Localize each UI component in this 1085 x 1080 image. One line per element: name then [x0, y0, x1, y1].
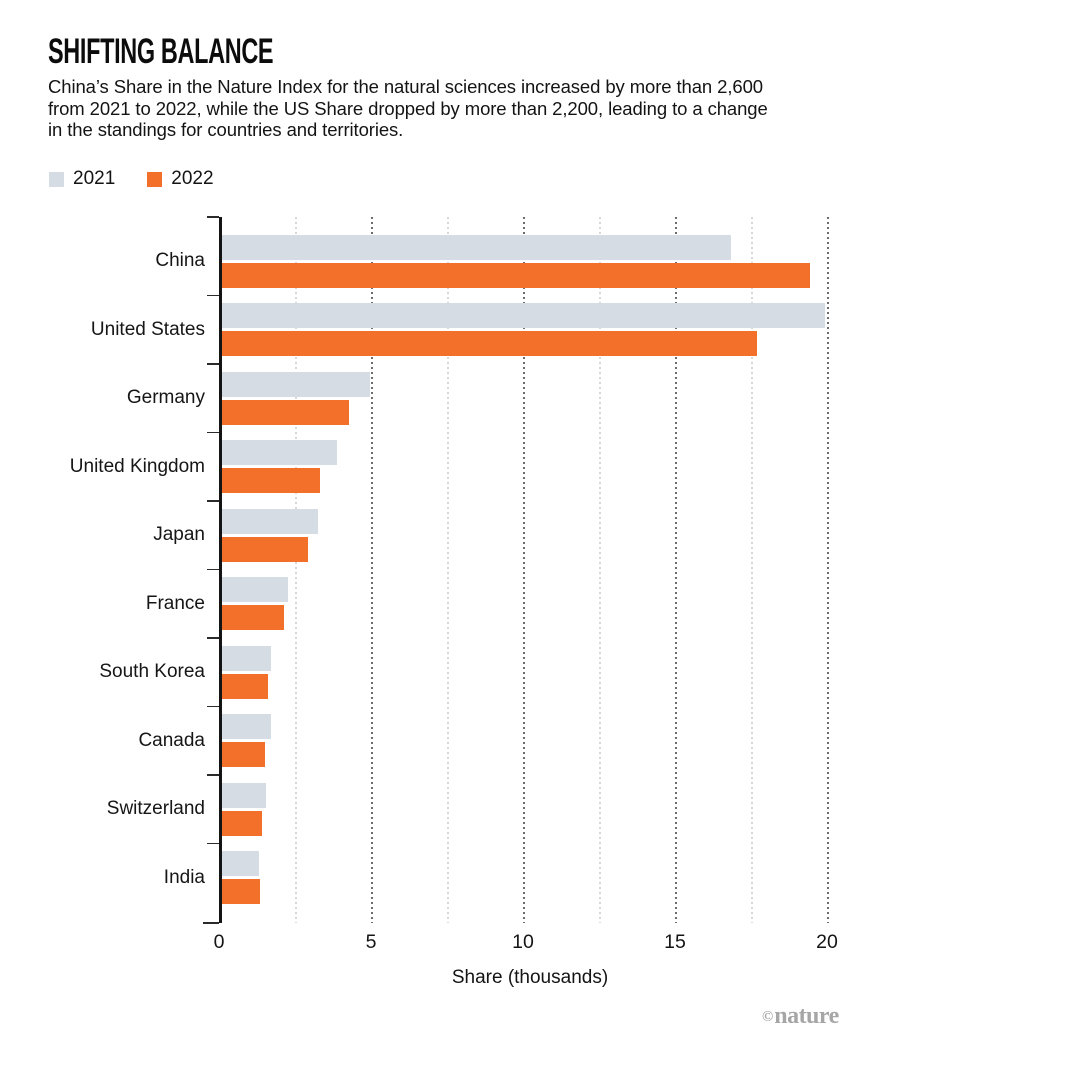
bar-2022-china	[221, 262, 811, 288]
chart-legend: 2021 2022	[49, 168, 214, 190]
y-axis-boundary-tick	[207, 774, 219, 776]
chart-header: SHIFTING BALANCE China’s Share in the Na…	[48, 34, 908, 141]
bar-2021-switzerland	[221, 782, 267, 808]
y-axis-top-tick	[207, 216, 219, 218]
major-gridline-10	[523, 217, 525, 923]
x-tick-label-5: 5	[365, 931, 377, 953]
y-axis-boundary-tick	[207, 842, 219, 845]
legend-item-2022: 2022	[147, 168, 214, 190]
bar-2021-canada	[221, 714, 271, 739]
nature-credit: ©nature	[762, 1003, 839, 1030]
minor-gridline-12.5	[599, 217, 601, 923]
major-gridline-15	[675, 217, 677, 923]
bar-2021-united-states	[221, 303, 826, 328]
category-label-japan: Japan	[153, 524, 205, 546]
legend-label-2022: 2022	[171, 168, 214, 189]
y-axis-line	[219, 217, 222, 923]
legend-item-2021: 2021	[49, 168, 115, 190]
minor-gridline-7.5	[447, 217, 449, 923]
category-label-china: China	[155, 250, 205, 272]
bar-2021-india	[221, 851, 259, 876]
bar-2022-canada	[221, 742, 265, 767]
legend-swatch-2022	[147, 171, 163, 187]
bar-2022-switzerland	[221, 810, 262, 836]
chart-subtitle: China’s Share in the Nature Index for th…	[48, 76, 908, 141]
subtitle-line-2: from 2021 to 2022, while the US Share dr…	[48, 97, 768, 119]
subtitle-line-3: in the standings for countries and terri…	[48, 119, 404, 140]
x-tick-label-10: 10	[512, 931, 534, 953]
y-axis-boundary-tick	[207, 705, 219, 708]
category-label-united-kingdom: United Kingdom	[69, 455, 205, 477]
y-axis-boundary-tick	[207, 363, 219, 365]
x-axis-title: Share (thousands)	[451, 967, 609, 988]
minor-gridline-17.5	[751, 217, 753, 923]
legend-swatch-2021	[49, 171, 64, 187]
category-label-canada: Canada	[138, 729, 205, 751]
bar-2022-germany	[221, 399, 349, 425]
y-axis-bottom-tick	[203, 922, 219, 924]
subtitle-line-1: China’s Share in the Nature Index for th…	[48, 76, 763, 97]
y-axis-boundary-tick	[207, 500, 219, 502]
category-label-france: France	[145, 592, 205, 614]
category-label-switzerland: Switzerland	[106, 798, 205, 820]
bar-2021-united-kingdom	[221, 440, 338, 465]
x-tick-label-20: 20	[816, 931, 838, 953]
chart-title: SHIFTING BALANCE	[48, 32, 274, 71]
bar-2021-germany	[221, 371, 370, 397]
bar-2022-india	[221, 879, 260, 904]
bar-2022-united-kingdom	[221, 468, 321, 493]
category-label-india: India	[163, 866, 205, 888]
y-axis-boundary-tick	[207, 568, 219, 571]
category-label-south-korea: South Korea	[99, 661, 205, 683]
bar-2021-france	[221, 577, 289, 602]
bar-2021-japan	[221, 508, 319, 534]
y-axis-boundary-tick	[207, 294, 219, 297]
bar-2021-china	[221, 234, 731, 260]
category-label-united-states: United States	[90, 318, 205, 340]
bar-2021-south-korea	[221, 645, 272, 671]
bar-2022-france	[221, 605, 284, 630]
grouped-bar-chart: China United States Germany United Kingdom J…	[70, 216, 869, 988]
y-axis-boundary-tick	[207, 637, 219, 639]
x-tick-label-15: 15	[664, 931, 686, 953]
major-gridline-5	[371, 217, 373, 923]
major-gridline-20	[827, 217, 829, 923]
copyright-symbol: ©	[762, 1009, 775, 1025]
x-tick-label-0: 0	[213, 931, 225, 953]
category-label-germany: Germany	[126, 387, 205, 409]
nature-wordmark: nature	[774, 1003, 839, 1029]
y-axis-boundary-tick	[207, 431, 219, 434]
bar-2022-united-states	[221, 331, 757, 356]
minor-gridline-2.5	[295, 217, 297, 923]
bar-2022-south-korea	[221, 673, 268, 699]
bar-2022-japan	[221, 536, 308, 562]
legend-label-2021: 2021	[73, 168, 116, 189]
